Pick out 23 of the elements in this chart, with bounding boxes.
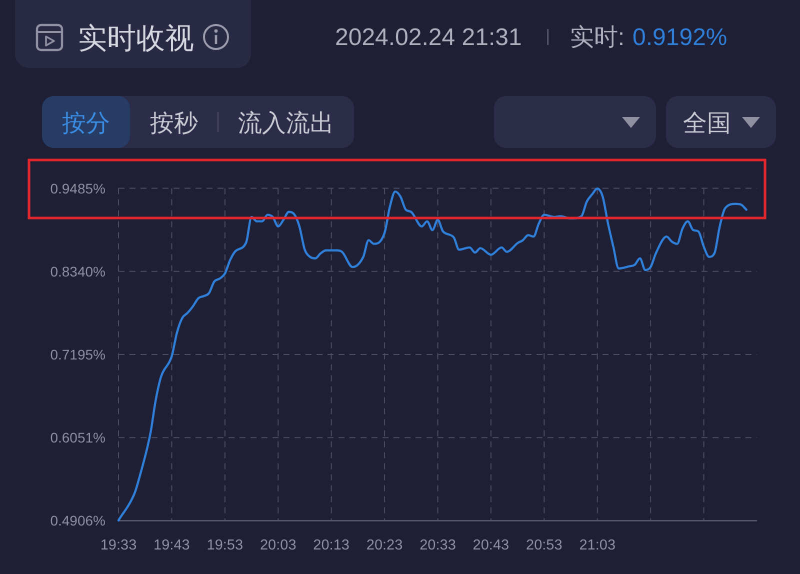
x-tick-label: 20:13	[313, 538, 350, 554]
x-tick-label: 20:33	[420, 538, 456, 554]
x-tick-label: 19:43	[154, 538, 190, 554]
x-tick-label: 19:33	[100, 538, 137, 554]
text: 全国	[683, 110, 731, 137]
x-tick-label: 19:53	[206, 538, 244, 554]
x-tick-label: 20:23	[366, 538, 403, 554]
x-tick-label: 20:43	[472, 538, 510, 554]
x-tick-label: 20:53	[526, 538, 562, 554]
text: 流入流出	[238, 110, 334, 137]
y-tick-label: 0.9485%	[50, 180, 106, 196]
y-tick-label: 0.7195%	[50, 346, 106, 363]
text: 按秒	[150, 110, 198, 137]
y-tick-label: 0.6051%	[50, 430, 106, 446]
y-tick-label: 0.4906%	[50, 512, 106, 529]
chart-title: 实时收视	[78, 23, 194, 55]
x-tick-label: 20:03	[260, 538, 296, 554]
y-tick-label: 0.8340%	[50, 263, 106, 280]
text: 按分	[62, 110, 110, 137]
x-tick-label: 21:03	[579, 538, 616, 554]
text: 0.9192%	[632, 24, 728, 51]
chart-subtitle: 2024.02.24 21:31	[335, 24, 522, 51]
text: 实时:	[570, 24, 625, 51]
